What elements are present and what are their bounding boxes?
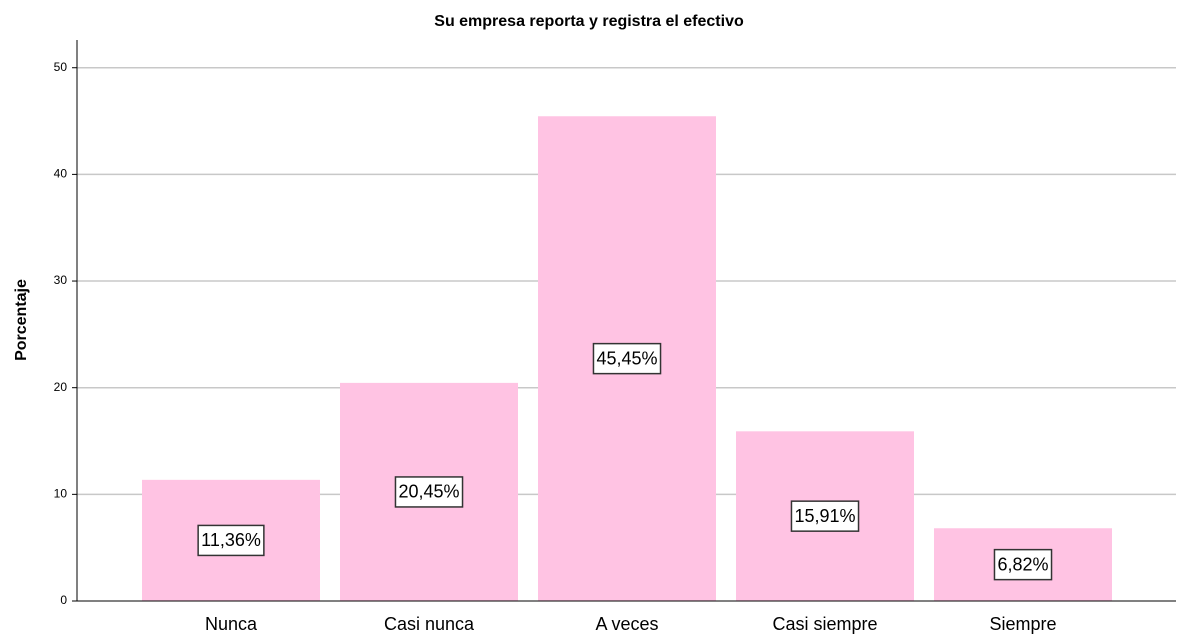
x-tick-label: Nunca bbox=[205, 614, 258, 634]
value-label-box bbox=[993, 548, 1053, 581]
y-tick-label: 10 bbox=[54, 487, 68, 501]
value-label: 45,45% bbox=[596, 348, 657, 368]
y-tick-label: 0 bbox=[60, 593, 67, 607]
value-label: 11,36% bbox=[201, 530, 261, 550]
x-tick-label: Casi nunca bbox=[384, 614, 475, 634]
chart-title: Su empresa reporta y registra el efectiv… bbox=[434, 13, 744, 30]
y-tick-label: 50 bbox=[54, 60, 68, 74]
y-tick-label: 40 bbox=[54, 167, 68, 181]
value-label-box bbox=[394, 476, 464, 508]
value-label: 15,91% bbox=[794, 506, 855, 526]
value-label: 20,45% bbox=[398, 482, 459, 502]
y-tick-label: 20 bbox=[54, 380, 68, 394]
x-tick-label: Casi siempre bbox=[772, 614, 877, 634]
y-tick-label: 30 bbox=[54, 273, 68, 287]
value-label-box bbox=[197, 524, 265, 557]
x-tick-label: A veces bbox=[595, 614, 658, 634]
value-label-box bbox=[592, 342, 662, 375]
value-label-box bbox=[790, 500, 860, 532]
x-tick-label: Siempre bbox=[989, 614, 1056, 634]
y-axis-label: Porcentaje bbox=[13, 279, 30, 361]
value-label: 6,82% bbox=[997, 554, 1048, 574]
